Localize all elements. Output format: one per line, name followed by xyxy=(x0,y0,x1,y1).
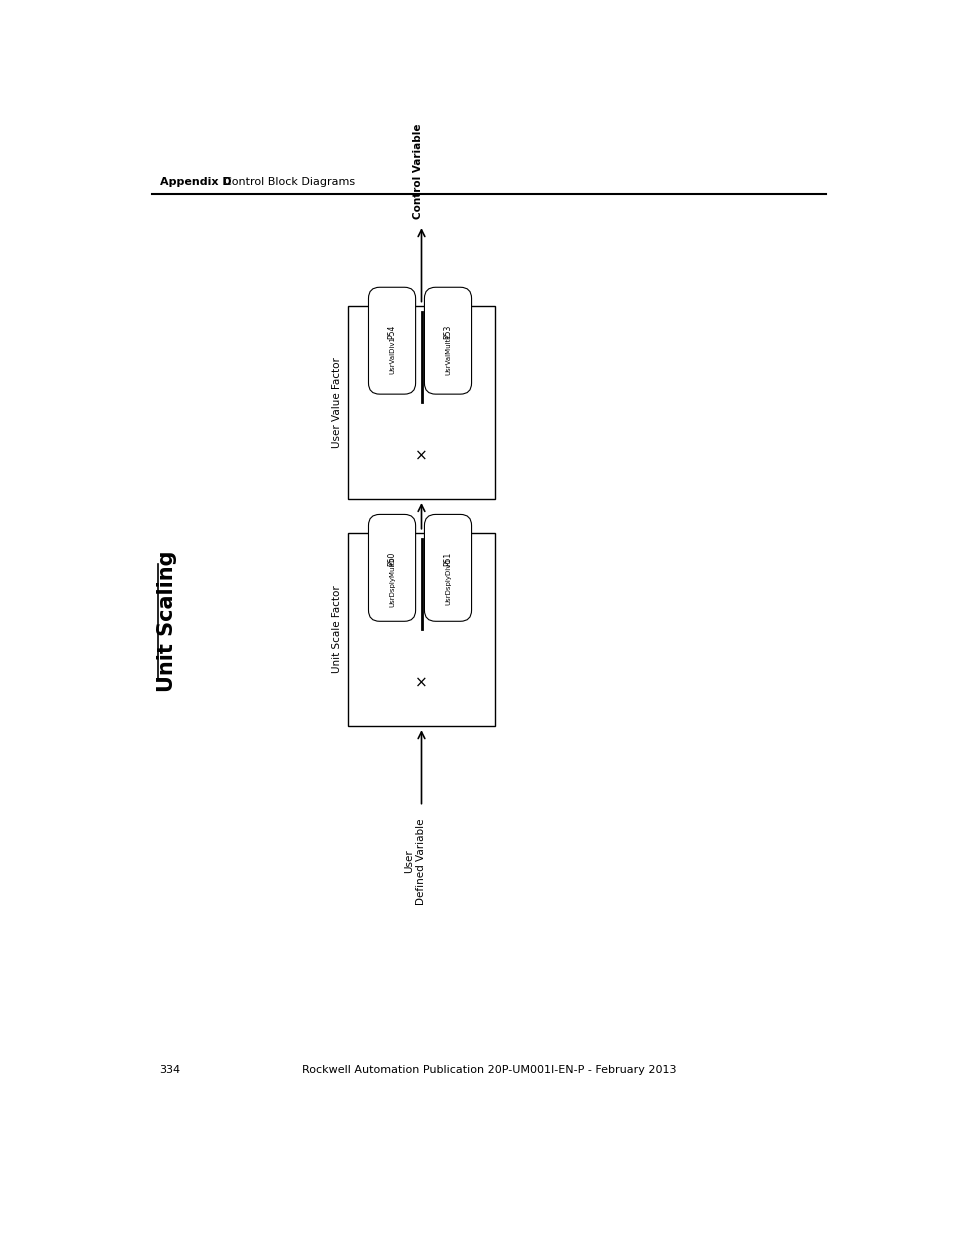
Text: ×: × xyxy=(415,448,428,463)
Bar xyxy=(348,534,495,726)
Text: P50: P50 xyxy=(387,551,396,566)
Text: UsrValMult1: UsrValMult1 xyxy=(444,333,451,375)
Text: Control Variable: Control Variable xyxy=(413,124,422,219)
Text: Control Block Diagrams: Control Block Diagrams xyxy=(224,177,355,186)
Text: 334: 334 xyxy=(159,1065,180,1074)
Text: Unit Scale Factor: Unit Scale Factor xyxy=(332,585,341,673)
Text: User Value Factor: User Value Factor xyxy=(332,357,341,448)
Text: ×: × xyxy=(415,676,428,690)
FancyBboxPatch shape xyxy=(424,288,471,394)
FancyBboxPatch shape xyxy=(368,288,416,394)
Text: P54: P54 xyxy=(387,325,396,338)
Text: P51: P51 xyxy=(443,552,452,566)
Text: UsrDsplyDiv0: UsrDsplyDiv0 xyxy=(444,558,451,605)
Text: Unit Scaling: Unit Scaling xyxy=(157,551,177,693)
Bar xyxy=(348,306,495,499)
Text: UsrValDiv1: UsrValDiv1 xyxy=(389,336,395,373)
Text: Appendix D: Appendix D xyxy=(159,177,231,186)
Text: UsrDsplyMult0: UsrDsplyMult0 xyxy=(389,556,395,608)
Text: Rockwell Automation Publication 20P-UM001I-EN-P - February 2013: Rockwell Automation Publication 20P-UM00… xyxy=(301,1065,676,1074)
FancyBboxPatch shape xyxy=(368,515,416,621)
Text: User
Defined Variable: User Defined Variable xyxy=(404,818,426,904)
FancyBboxPatch shape xyxy=(424,515,471,621)
Text: P53: P53 xyxy=(443,325,452,338)
